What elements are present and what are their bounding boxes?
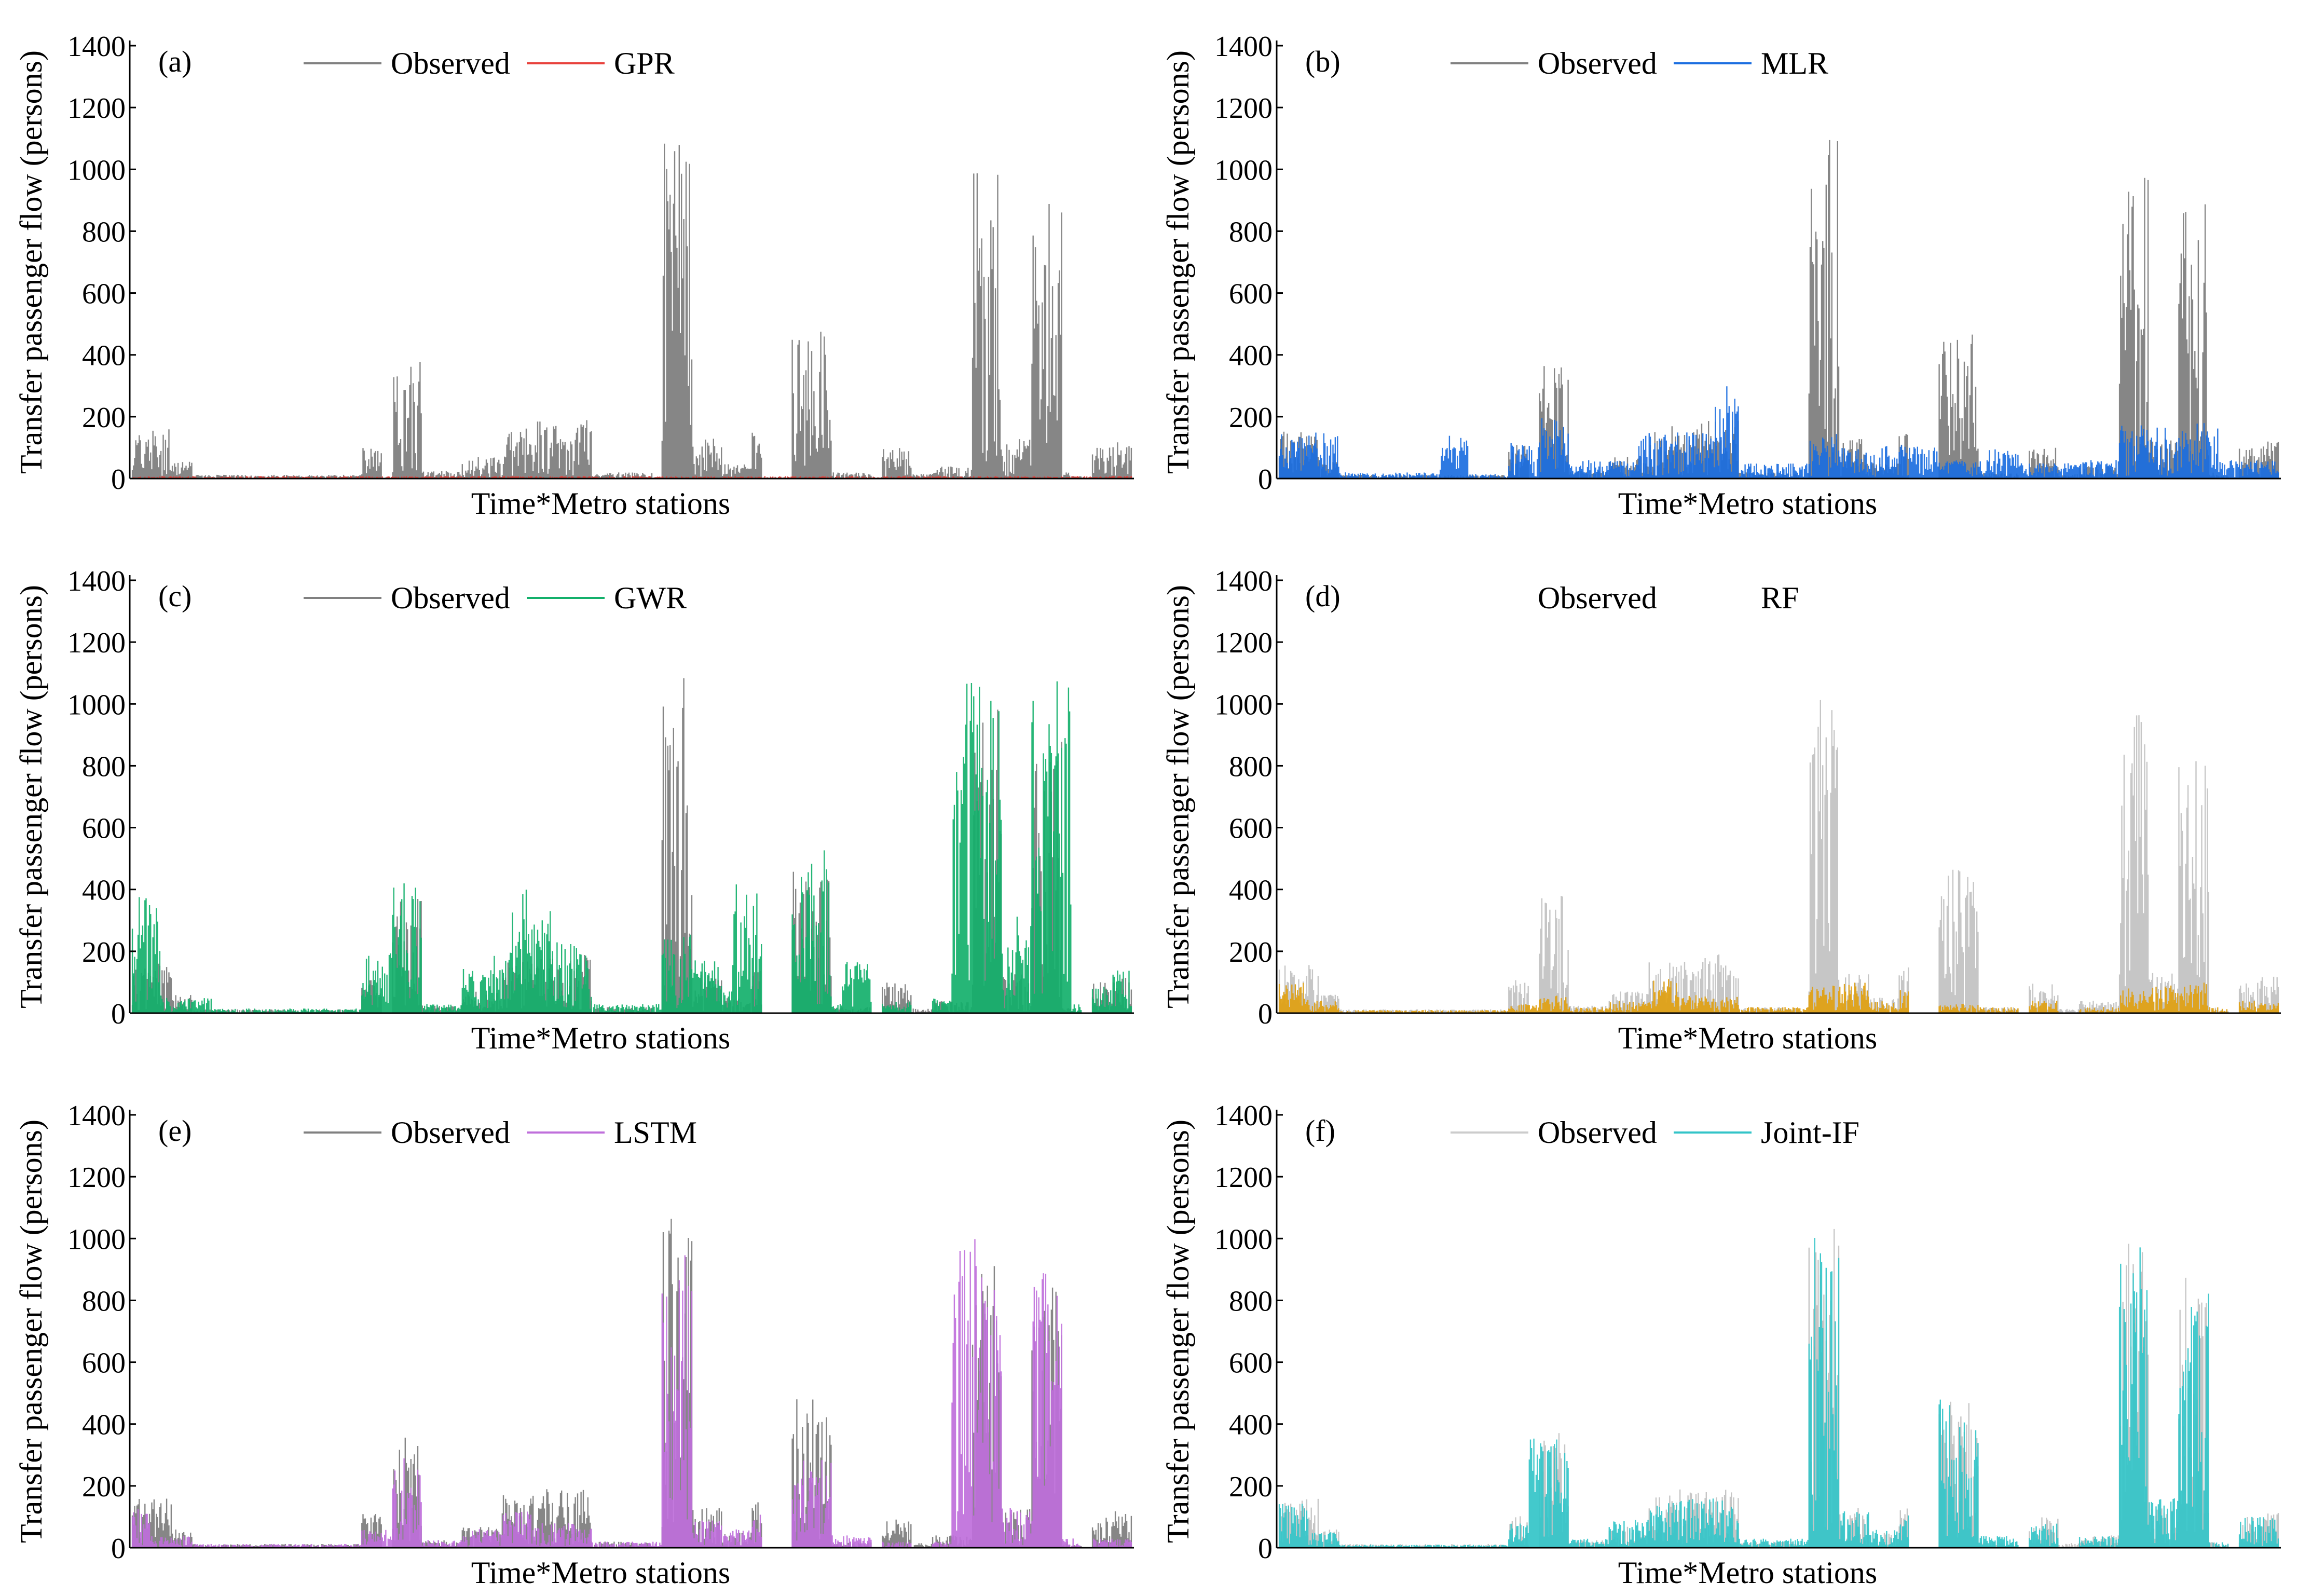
chart-panel-e: 0 200 400 600 800 1000 1200 1400 Transfer passen…	[14, 1100, 1134, 1590]
y-tick-label: 1400	[1214, 1100, 1273, 1132]
y-tick-label: 1200	[1214, 1162, 1273, 1194]
y-tick-label: 1000	[1214, 689, 1273, 721]
panel-label: (f)	[1305, 1114, 1335, 1148]
y-tick-label: 1000	[1214, 1223, 1273, 1256]
y-axis-label: Transfer passenger flow (persons)	[1161, 50, 1195, 474]
y-tick-label: 1200	[67, 627, 126, 659]
panel-label: (b)	[1305, 45, 1340, 78]
chart-panel-a: 0 200 400 600 800 1000 1200 1400 Transfer passen…	[14, 31, 1134, 521]
y-tick-label: 400	[1229, 875, 1273, 907]
y-tick-label: 800	[1229, 216, 1273, 248]
y-tick-label: 800	[82, 216, 126, 248]
series-observed-line	[1278, 140, 2279, 479]
y-tick-label: 0	[1258, 998, 1273, 1030]
y-tick-label: 1400	[1214, 565, 1273, 597]
legend: Observed LSTM	[304, 1115, 697, 1150]
y-tick-label: 400	[1229, 340, 1273, 372]
legend-label-lstm: LSTM	[614, 1115, 697, 1150]
legend: Observed GPR	[304, 46, 675, 80]
y-tick-label: 800	[1229, 1285, 1273, 1317]
y-tick-label: 200	[1229, 1471, 1273, 1503]
y-axis-label: Transfer passenger flow (persons)	[1161, 1120, 1195, 1543]
y-tick-label: 1000	[67, 689, 126, 721]
y-tick-label: 0	[1258, 463, 1273, 496]
y-tick-label: 1200	[1214, 627, 1273, 659]
series-gwr-line	[131, 681, 1132, 1013]
x-axis-label: Time*Metro stations	[471, 486, 730, 521]
x-axis-label: Time*Metro stations	[1618, 1021, 1877, 1055]
x-axis-label: Time*Metro stations	[1618, 486, 1877, 521]
y-tick-label: 0	[111, 463, 126, 496]
chart-panel-f: 0 200 400 600 800 1000 1200 1400 Transfer passen…	[1161, 1100, 2281, 1590]
y-tick-label: 1000	[1214, 154, 1273, 186]
y-tick-label: 1400	[67, 1100, 126, 1132]
y-tick-label: 200	[82, 936, 126, 968]
y-tick-label: 1200	[1214, 92, 1273, 125]
y-tick-label: 200	[82, 402, 126, 434]
y-tick-label: 1000	[67, 1223, 126, 1256]
legend: Observed Joint-IF	[1451, 1115, 1859, 1150]
legend-label-observed: Observed	[1538, 46, 1657, 80]
y-tick-label: 600	[82, 813, 126, 845]
y-tick-label: 400	[82, 875, 126, 907]
y-tick-label: 600	[1229, 278, 1273, 310]
y-axis-label: Transfer passenger flow (persons)	[14, 50, 48, 474]
y-tick-label: 800	[82, 751, 126, 783]
legend-label-observed: Observed	[391, 581, 510, 615]
chart-panel-d: 0 200 400 600 800 1000 1200 1400 Transfer passen…	[1161, 565, 2281, 1055]
panel-label: (d)	[1305, 579, 1340, 613]
y-tick-label: 1200	[67, 92, 126, 125]
y-tick-label: 0	[111, 998, 126, 1030]
y-tick-label: 800	[82, 1285, 126, 1317]
y-tick-label: 1400	[67, 31, 126, 63]
chart-panel-b: 0 200 400 600 800 1000 1200 1400 Transfer passen…	[1161, 31, 2281, 521]
panel-label: (e)	[158, 1114, 192, 1148]
panel-label: (a)	[158, 45, 192, 78]
legend-label-mlr: MLR	[1761, 46, 1828, 80]
chart-panel-c: 0 200 400 600 800 1000 1200 1400 Transfer passen…	[14, 565, 1134, 1055]
legend: Observed GWR	[304, 581, 687, 615]
legend-label-gwr: GWR	[614, 581, 687, 615]
y-tick-label: 400	[82, 340, 126, 372]
y-tick-label: 200	[1229, 402, 1273, 434]
y-tick-label: 1000	[67, 154, 126, 186]
y-tick-label: 600	[82, 1347, 126, 1380]
y-tick-label: 200	[82, 1471, 126, 1503]
y-tick-label: 1400	[1214, 31, 1273, 63]
legend-label-gpr: GPR	[614, 46, 675, 80]
x-axis-label: Time*Metro stations	[1618, 1556, 1877, 1590]
y-axis-label: Transfer passenger flow (persons)	[1161, 585, 1195, 1008]
panel-label: (c)	[158, 579, 192, 613]
y-tick-label: 1200	[67, 1162, 126, 1194]
legend-label-rf: RF	[1761, 581, 1799, 615]
legend-label-observed: Observed	[1538, 581, 1657, 615]
series-lstm-line	[131, 1239, 1132, 1548]
legend: Observed MLR	[1451, 46, 1828, 80]
y-tick-label: 600	[1229, 1347, 1273, 1380]
y-tick-label: 600	[82, 278, 126, 310]
y-tick-label: 0	[111, 1533, 126, 1565]
y-tick-label: 400	[1229, 1409, 1273, 1441]
x-axis-label: Time*Metro stations	[471, 1556, 730, 1590]
y-axis-label: Transfer passenger flow (persons)	[14, 1120, 48, 1543]
legend-label-observed: Observed	[391, 46, 510, 80]
y-tick-label: 200	[1229, 936, 1273, 968]
y-tick-label: 1400	[67, 565, 126, 597]
x-axis-label: Time*Metro stations	[471, 1021, 730, 1055]
series-observed-line	[1278, 700, 2279, 1013]
legend-label-joint-if: Joint-IF	[1761, 1115, 1859, 1150]
legend-label-observed: Observed	[1538, 1115, 1657, 1150]
legend: Observed RF	[1538, 581, 1799, 615]
y-tick-label: 800	[1229, 751, 1273, 783]
series-observed-line	[131, 143, 1132, 479]
y-axis-label: Transfer passenger flow (persons)	[14, 585, 48, 1008]
y-tick-label: 400	[82, 1409, 126, 1441]
y-tick-label: 0	[1258, 1533, 1273, 1565]
y-tick-label: 600	[1229, 813, 1273, 845]
legend-label-observed: Observed	[391, 1115, 510, 1150]
